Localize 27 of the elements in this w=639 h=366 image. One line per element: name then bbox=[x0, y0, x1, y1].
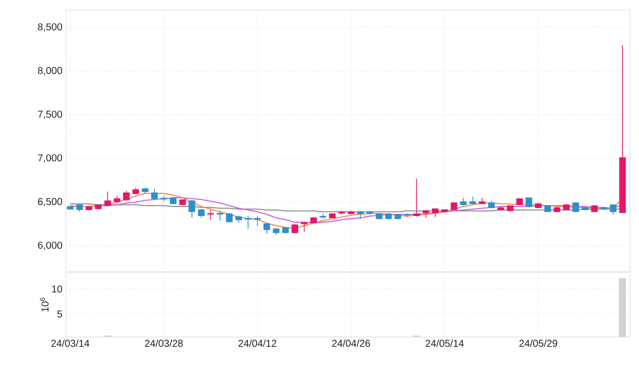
x-tick-label: 24/05/14 bbox=[426, 340, 464, 347]
candlestick bbox=[292, 224, 298, 234]
y-tick-label: 5 bbox=[57, 310, 62, 318]
candlestick bbox=[413, 178, 420, 217]
y-tick-label: 7,000 bbox=[38, 154, 62, 163]
candlestick bbox=[216, 210, 224, 222]
x-tick-label: 24/04/26 bbox=[332, 340, 370, 347]
candlestick bbox=[123, 190, 130, 202]
candlestick bbox=[207, 209, 214, 220]
y-tick-label: 6,500 bbox=[38, 198, 62, 206]
y-axis-title: 10$^{6}$ bbox=[40, 298, 49, 312]
candlestick bbox=[264, 222, 270, 234]
x-tick-label: 24/03/28 bbox=[144, 340, 183, 347]
candlestick bbox=[254, 216, 261, 226]
x-tick-label: 24/03/14 bbox=[51, 340, 90, 347]
y-tick-label: 8,500 bbox=[38, 23, 62, 32]
candlestick bbox=[188, 200, 196, 218]
candlestick bbox=[226, 212, 233, 223]
x-tick-label: 24/05/29 bbox=[519, 340, 558, 347]
y-tick-label: 8,000 bbox=[38, 67, 62, 76]
candlestick bbox=[244, 215, 252, 230]
candlestick bbox=[300, 221, 308, 232]
y-tick-label: 7,500 bbox=[38, 110, 62, 119]
y-tick-label: 10 bbox=[52, 285, 62, 293]
x-tick-label: 24/04/12 bbox=[238, 340, 276, 347]
candlestick bbox=[104, 191, 111, 207]
y-tick-label: 6,000 bbox=[38, 242, 62, 250]
